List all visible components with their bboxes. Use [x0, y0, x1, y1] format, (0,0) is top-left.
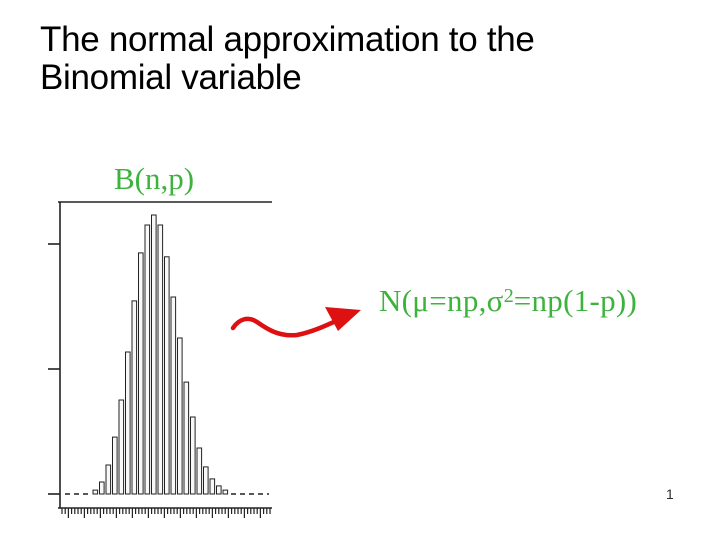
hand-drawn-arrow: [225, 290, 370, 345]
histogram-bar: [209, 478, 216, 495]
binomial-histogram-svg: [48, 201, 272, 518]
arrow-head: [325, 307, 361, 331]
histogram-bar: [222, 489, 229, 495]
binomial-distribution-label: B(n,p): [114, 161, 195, 196]
histogram-bar: [118, 399, 125, 495]
binomial-histogram-chart: [38, 195, 278, 530]
histogram-bar: [196, 447, 203, 495]
slide-title-line2: Binomial variable: [40, 58, 302, 97]
histogram-bar: [216, 485, 222, 495]
normal-distribution-label: N(μ=np,σ2=np(1-p)): [379, 283, 637, 319]
histogram-bar: [190, 416, 196, 495]
histogram-bar: [92, 489, 99, 495]
histogram-bar: [99, 481, 105, 495]
slide-title-line1: The normal approximation to the: [40, 20, 535, 59]
histogram-bar: [112, 436, 118, 495]
histogram-bar: [183, 381, 190, 495]
slide-title: The normal approximation to the Binomial…: [40, 21, 660, 97]
histogram-bar: [131, 300, 138, 495]
histogram-bar: [144, 224, 151, 495]
histogram-bar: [125, 351, 131, 495]
histogram-bar: [151, 214, 157, 495]
page-number: 1: [666, 486, 674, 502]
normal-label-superscript: 2: [503, 285, 514, 307]
arrow-shaft: [230, 312, 352, 338]
histogram-bar: [138, 252, 144, 495]
histogram-bar: [164, 256, 170, 495]
hand-drawn-arrow-svg: [230, 307, 361, 338]
histogram-bar: [105, 464, 112, 495]
normal-label-suffix: =np(1-p)): [513, 283, 638, 318]
histogram-bar: [157, 224, 164, 495]
histogram-bar: [177, 337, 183, 495]
normal-label-prefix: N(μ=np,σ: [379, 283, 504, 318]
histogram-bar: [170, 296, 177, 495]
histogram-bar: [203, 466, 209, 495]
